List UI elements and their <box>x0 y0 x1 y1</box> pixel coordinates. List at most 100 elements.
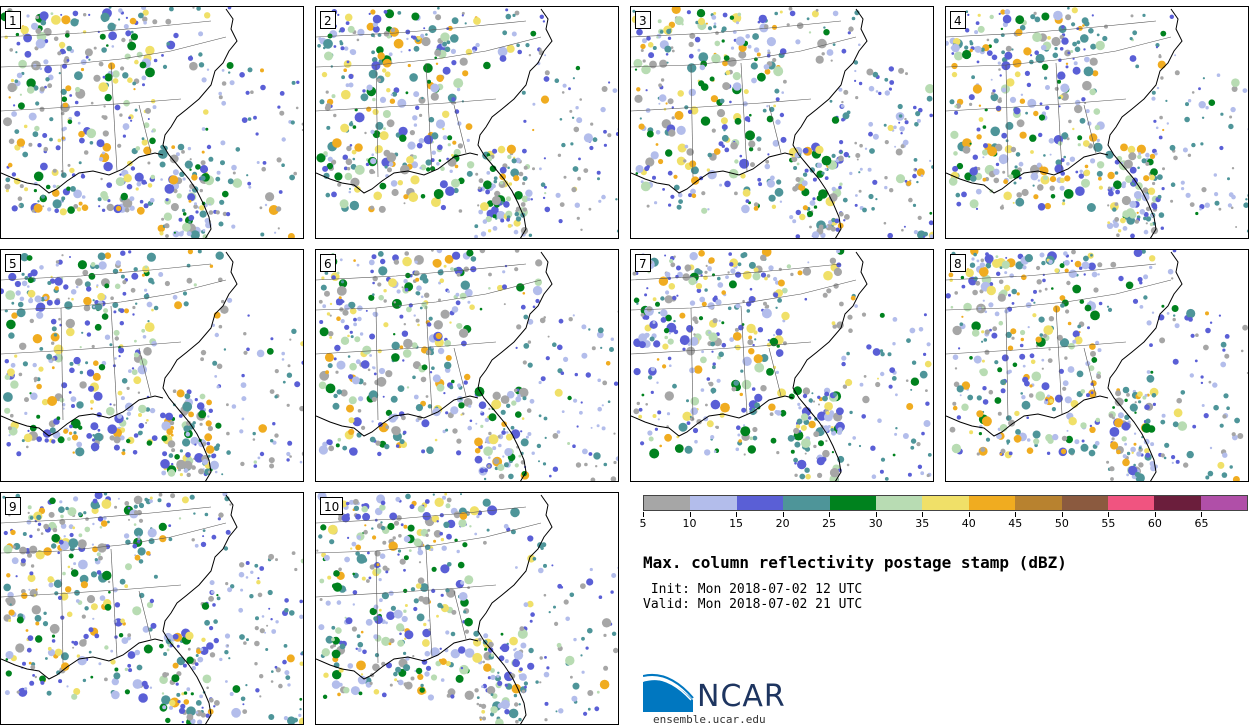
echo-cell <box>112 70 120 78</box>
echo-cell <box>817 38 827 49</box>
postage-stamp-panel-2: 2 <box>315 6 619 239</box>
echo-cell <box>1029 59 1034 65</box>
echo-cell <box>954 291 958 295</box>
coastline <box>477 251 553 481</box>
echo-cell <box>921 373 925 377</box>
echo-cell <box>1031 371 1042 382</box>
echo-cell <box>1126 451 1131 456</box>
echo-cell <box>126 411 132 416</box>
coastline <box>162 251 238 481</box>
echo-cell <box>232 685 241 693</box>
echo-cell <box>1035 336 1042 343</box>
echo-cell <box>404 604 408 607</box>
echo-cell <box>224 496 230 502</box>
echo-cell <box>769 337 779 347</box>
echo-cell <box>652 175 656 180</box>
echo-cell <box>1141 423 1152 433</box>
echo-cell <box>390 93 394 97</box>
echo-cell <box>423 622 427 627</box>
echo-cell <box>14 79 19 83</box>
echo-cell <box>124 584 129 589</box>
echo-cell <box>691 176 700 185</box>
echo-cell <box>670 194 675 199</box>
echo-cell <box>632 9 636 13</box>
echo-cell <box>57 436 65 444</box>
echo-cell <box>1039 252 1045 258</box>
echo-cell <box>836 429 843 435</box>
echo-cell <box>131 369 138 376</box>
echo-cell <box>464 288 473 297</box>
echo-cell <box>56 416 61 421</box>
echo-cell <box>567 442 571 445</box>
echo-cell <box>875 198 878 201</box>
echo-cell <box>284 598 289 603</box>
echo-cell <box>372 281 375 285</box>
echo-cell <box>284 608 289 613</box>
echo-cell <box>216 596 221 601</box>
echo-cell <box>325 192 331 198</box>
echo-cell <box>435 62 439 65</box>
echo-cell <box>898 114 903 118</box>
echo-cell <box>514 191 523 200</box>
echo-cell <box>27 289 36 298</box>
echo-cell <box>1026 82 1032 88</box>
echo-cell <box>579 98 582 101</box>
echo-cell <box>83 633 89 640</box>
echo-cell <box>130 287 136 293</box>
echo-cell <box>245 561 250 565</box>
echo-cell <box>730 141 738 150</box>
echo-cell <box>261 615 265 618</box>
echo-cell <box>419 166 422 170</box>
echo-cell <box>42 621 49 627</box>
echo-cell <box>120 274 125 279</box>
echo-cell <box>688 193 693 198</box>
echo-cell <box>456 272 461 277</box>
echo-cell <box>1065 65 1069 69</box>
echo-cell <box>573 126 580 133</box>
reflectivity-map <box>316 493 618 724</box>
echo-cell <box>733 380 739 386</box>
echo-cell <box>719 412 725 418</box>
echo-cell <box>113 672 121 680</box>
echo-cell <box>301 451 303 457</box>
echo-cell <box>360 93 369 102</box>
echo-cell <box>711 350 714 353</box>
echo-cell <box>736 21 739 25</box>
echo-cell <box>342 154 348 160</box>
echo-cell <box>47 396 58 406</box>
echo-cell <box>581 352 588 359</box>
echo-cell <box>1005 331 1012 338</box>
echo-cell <box>638 414 643 419</box>
echo-cell <box>804 168 809 173</box>
echo-cell <box>443 264 447 268</box>
echo-cell <box>412 375 416 380</box>
echo-cell <box>37 522 42 526</box>
echo-cell <box>275 558 278 562</box>
echo-cell <box>107 580 111 584</box>
echo-cell <box>898 67 905 74</box>
echo-cell <box>1083 273 1086 276</box>
echo-cell <box>171 145 176 150</box>
echo-cell <box>299 405 303 412</box>
echo-cell <box>694 439 698 444</box>
echo-cell <box>769 412 774 416</box>
echo-cell <box>410 676 415 681</box>
echo-cell <box>344 172 353 181</box>
echo-cell <box>915 111 921 117</box>
echo-cell <box>714 40 721 47</box>
echo-cell <box>451 60 457 66</box>
echo-cell <box>978 432 982 436</box>
echo-cell <box>416 142 423 149</box>
echo-cell <box>497 284 504 292</box>
echo-cell <box>430 92 439 101</box>
echo-cell <box>22 532 27 536</box>
echo-cell <box>143 122 150 129</box>
echo-cell <box>451 178 460 188</box>
echo-cell <box>514 10 520 16</box>
echo-cell <box>78 425 83 430</box>
echo-cell <box>596 424 600 428</box>
echo-cell <box>998 12 1001 15</box>
echo-cell <box>58 72 61 75</box>
echo-cell <box>493 458 500 465</box>
echo-cell <box>191 665 196 671</box>
